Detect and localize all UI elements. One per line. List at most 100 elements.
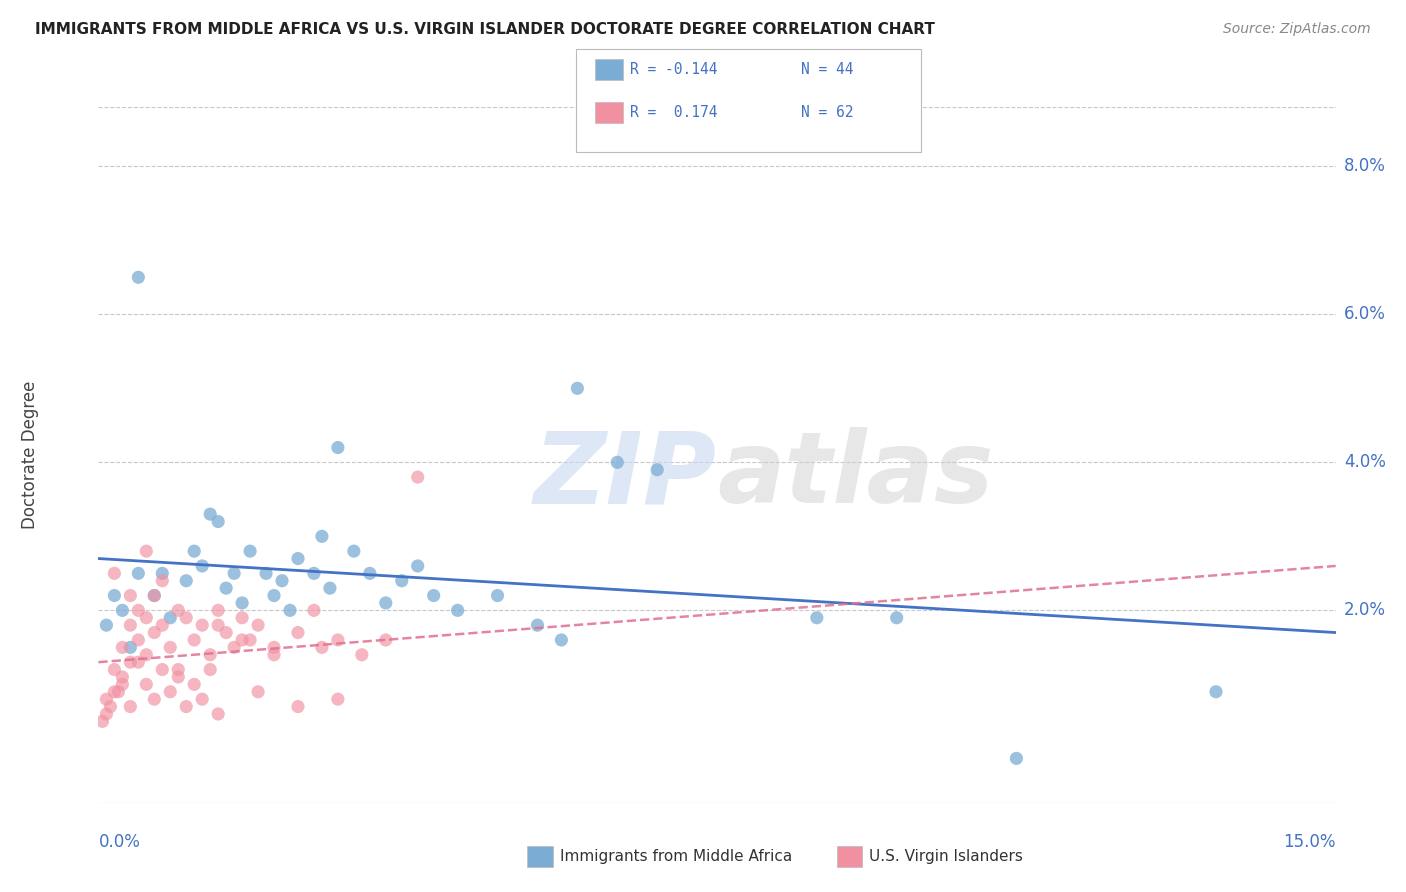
Text: 0.0%: 0.0% xyxy=(98,833,141,851)
Point xyxy=(135,648,157,662)
Point xyxy=(343,544,366,558)
Point xyxy=(311,529,333,543)
Point xyxy=(120,699,142,714)
Point xyxy=(287,625,309,640)
Point xyxy=(120,640,142,655)
Point xyxy=(1005,751,1028,765)
Text: atlas: atlas xyxy=(717,427,994,524)
Point xyxy=(120,655,142,669)
Point xyxy=(96,706,118,721)
Point xyxy=(239,632,262,647)
Point xyxy=(231,632,253,647)
Point xyxy=(174,574,197,588)
Point xyxy=(446,603,468,617)
Point xyxy=(127,632,149,647)
Point xyxy=(143,589,166,603)
Point xyxy=(127,270,149,285)
Point xyxy=(135,611,157,625)
Text: N = 44: N = 44 xyxy=(801,62,853,77)
Point xyxy=(287,699,309,714)
Point xyxy=(311,640,333,655)
Point xyxy=(567,381,589,395)
Text: ZIP: ZIP xyxy=(534,427,717,524)
Point xyxy=(406,470,429,484)
Point xyxy=(207,515,229,529)
Point xyxy=(191,618,214,632)
Point xyxy=(91,714,114,729)
Point xyxy=(143,625,166,640)
Point xyxy=(391,574,413,588)
Point xyxy=(103,663,125,677)
Point xyxy=(159,685,181,699)
Point xyxy=(135,544,157,558)
Point xyxy=(183,544,205,558)
Text: 4.0%: 4.0% xyxy=(1344,453,1386,471)
Point xyxy=(215,625,238,640)
Point xyxy=(422,589,444,603)
Point xyxy=(1205,685,1227,699)
Point xyxy=(247,685,270,699)
Point xyxy=(319,581,342,595)
Point xyxy=(167,663,190,677)
Point xyxy=(127,603,149,617)
Point xyxy=(143,692,166,706)
Text: 8.0%: 8.0% xyxy=(1344,157,1386,175)
Point xyxy=(100,699,122,714)
Text: Immigrants from Middle Africa: Immigrants from Middle Africa xyxy=(560,849,792,863)
Point xyxy=(135,677,157,691)
Point xyxy=(107,685,129,699)
Point xyxy=(486,589,509,603)
Point xyxy=(406,558,429,573)
Text: IMMIGRANTS FROM MIDDLE AFRICA VS U.S. VIRGIN ISLANDER DOCTORATE DEGREE CORRELATI: IMMIGRANTS FROM MIDDLE AFRICA VS U.S. VI… xyxy=(35,22,935,37)
Point xyxy=(111,640,134,655)
Point xyxy=(167,670,190,684)
Point xyxy=(120,618,142,632)
Point xyxy=(183,632,205,647)
Point xyxy=(183,677,205,691)
Text: Source: ZipAtlas.com: Source: ZipAtlas.com xyxy=(1223,22,1371,37)
Point xyxy=(224,566,246,581)
Text: Doctorate Degree: Doctorate Degree xyxy=(21,381,39,529)
Point xyxy=(103,566,125,581)
Point xyxy=(374,632,396,647)
Point xyxy=(278,603,301,617)
Point xyxy=(198,663,221,677)
Text: 15.0%: 15.0% xyxy=(1284,833,1336,851)
Point xyxy=(239,544,262,558)
Point xyxy=(302,603,325,617)
Point xyxy=(103,589,125,603)
Point xyxy=(287,551,309,566)
Point xyxy=(806,611,828,625)
Point xyxy=(143,589,166,603)
Point xyxy=(150,574,173,588)
Point xyxy=(150,663,173,677)
Point xyxy=(111,677,134,691)
Text: R = -0.144: R = -0.144 xyxy=(630,62,717,77)
Point xyxy=(207,603,229,617)
Text: N = 62: N = 62 xyxy=(801,105,853,120)
Point xyxy=(326,632,349,647)
Point xyxy=(198,648,221,662)
Point xyxy=(350,648,373,662)
Point xyxy=(207,706,229,721)
Point xyxy=(96,692,118,706)
Point xyxy=(263,648,285,662)
Point xyxy=(374,596,396,610)
Point xyxy=(174,611,197,625)
Point xyxy=(111,670,134,684)
Point xyxy=(606,455,628,469)
Point xyxy=(127,566,149,581)
Point xyxy=(159,640,181,655)
Point xyxy=(326,441,349,455)
Point xyxy=(326,692,349,706)
Point xyxy=(96,618,118,632)
Point xyxy=(167,603,190,617)
Point xyxy=(159,611,181,625)
Point xyxy=(191,692,214,706)
Point xyxy=(191,558,214,573)
Point xyxy=(224,640,246,655)
Point xyxy=(198,507,221,521)
Point xyxy=(103,685,125,699)
Point xyxy=(526,618,548,632)
Text: U.S. Virgin Islanders: U.S. Virgin Islanders xyxy=(869,849,1022,863)
